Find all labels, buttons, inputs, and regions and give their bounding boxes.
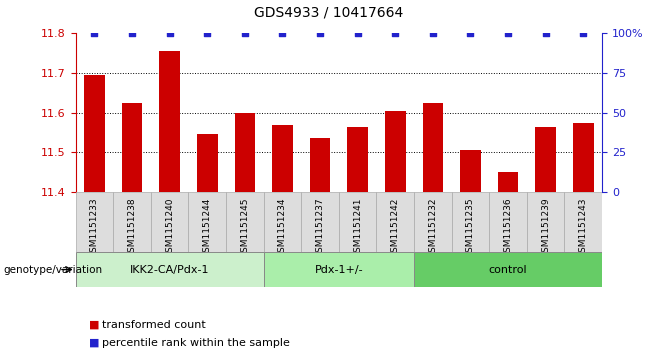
Bar: [122, 102, 142, 192]
Bar: [376, 192, 414, 252]
Bar: [310, 138, 330, 192]
Text: GSM1151244: GSM1151244: [203, 197, 212, 258]
Bar: [188, 192, 226, 252]
Point: [89, 30, 100, 36]
Bar: [113, 192, 151, 252]
Text: GSM1151232: GSM1151232: [428, 197, 438, 258]
Bar: [527, 192, 565, 252]
Point: [540, 30, 551, 36]
Bar: [197, 134, 218, 192]
Bar: [84, 74, 105, 192]
Bar: [536, 126, 556, 192]
Point: [315, 30, 325, 36]
Text: GSM1151234: GSM1151234: [278, 197, 287, 258]
Text: GSM1151239: GSM1151239: [541, 197, 550, 258]
Bar: [414, 192, 451, 252]
Point: [164, 30, 175, 36]
Text: GSM1151237: GSM1151237: [316, 197, 324, 258]
Bar: [422, 102, 443, 192]
Bar: [264, 252, 414, 287]
Text: IKK2-CA/Pdx-1: IKK2-CA/Pdx-1: [130, 265, 209, 274]
Bar: [490, 192, 527, 252]
Bar: [460, 150, 481, 192]
Bar: [385, 110, 405, 192]
Bar: [565, 192, 602, 252]
Point: [428, 30, 438, 36]
Bar: [234, 113, 255, 192]
Text: GSM1151243: GSM1151243: [579, 197, 588, 258]
Bar: [414, 252, 602, 287]
Bar: [272, 125, 293, 192]
Bar: [151, 192, 188, 252]
Bar: [573, 122, 594, 192]
Bar: [451, 192, 490, 252]
Point: [578, 30, 588, 36]
Bar: [76, 252, 264, 287]
Point: [240, 30, 250, 36]
Bar: [159, 50, 180, 192]
Bar: [76, 192, 113, 252]
Text: GSM1151241: GSM1151241: [353, 197, 362, 258]
Bar: [497, 172, 519, 192]
Point: [390, 30, 401, 36]
Text: genotype/variation: genotype/variation: [3, 265, 103, 276]
Text: ■: ■: [89, 338, 99, 348]
Bar: [301, 192, 339, 252]
Text: control: control: [489, 265, 527, 274]
Point: [202, 30, 213, 36]
Bar: [347, 126, 368, 192]
Point: [353, 30, 363, 36]
Text: transformed count: transformed count: [102, 320, 206, 330]
Point: [127, 30, 138, 36]
Text: Pdx-1+/-: Pdx-1+/-: [315, 265, 363, 274]
Point: [277, 30, 288, 36]
Bar: [226, 192, 264, 252]
Text: percentile rank within the sample: percentile rank within the sample: [102, 338, 290, 348]
Text: GSM1151240: GSM1151240: [165, 197, 174, 258]
Text: GDS4933 / 10417664: GDS4933 / 10417664: [255, 5, 403, 20]
Point: [465, 30, 476, 36]
Text: ■: ■: [89, 320, 99, 330]
Text: GSM1151236: GSM1151236: [503, 197, 513, 258]
Bar: [339, 192, 376, 252]
Text: GSM1151245: GSM1151245: [240, 197, 249, 258]
Bar: [264, 192, 301, 252]
Text: GSM1151235: GSM1151235: [466, 197, 475, 258]
Text: GSM1151238: GSM1151238: [128, 197, 137, 258]
Point: [503, 30, 513, 36]
Text: GSM1151233: GSM1151233: [90, 197, 99, 258]
Text: GSM1151242: GSM1151242: [391, 197, 400, 258]
